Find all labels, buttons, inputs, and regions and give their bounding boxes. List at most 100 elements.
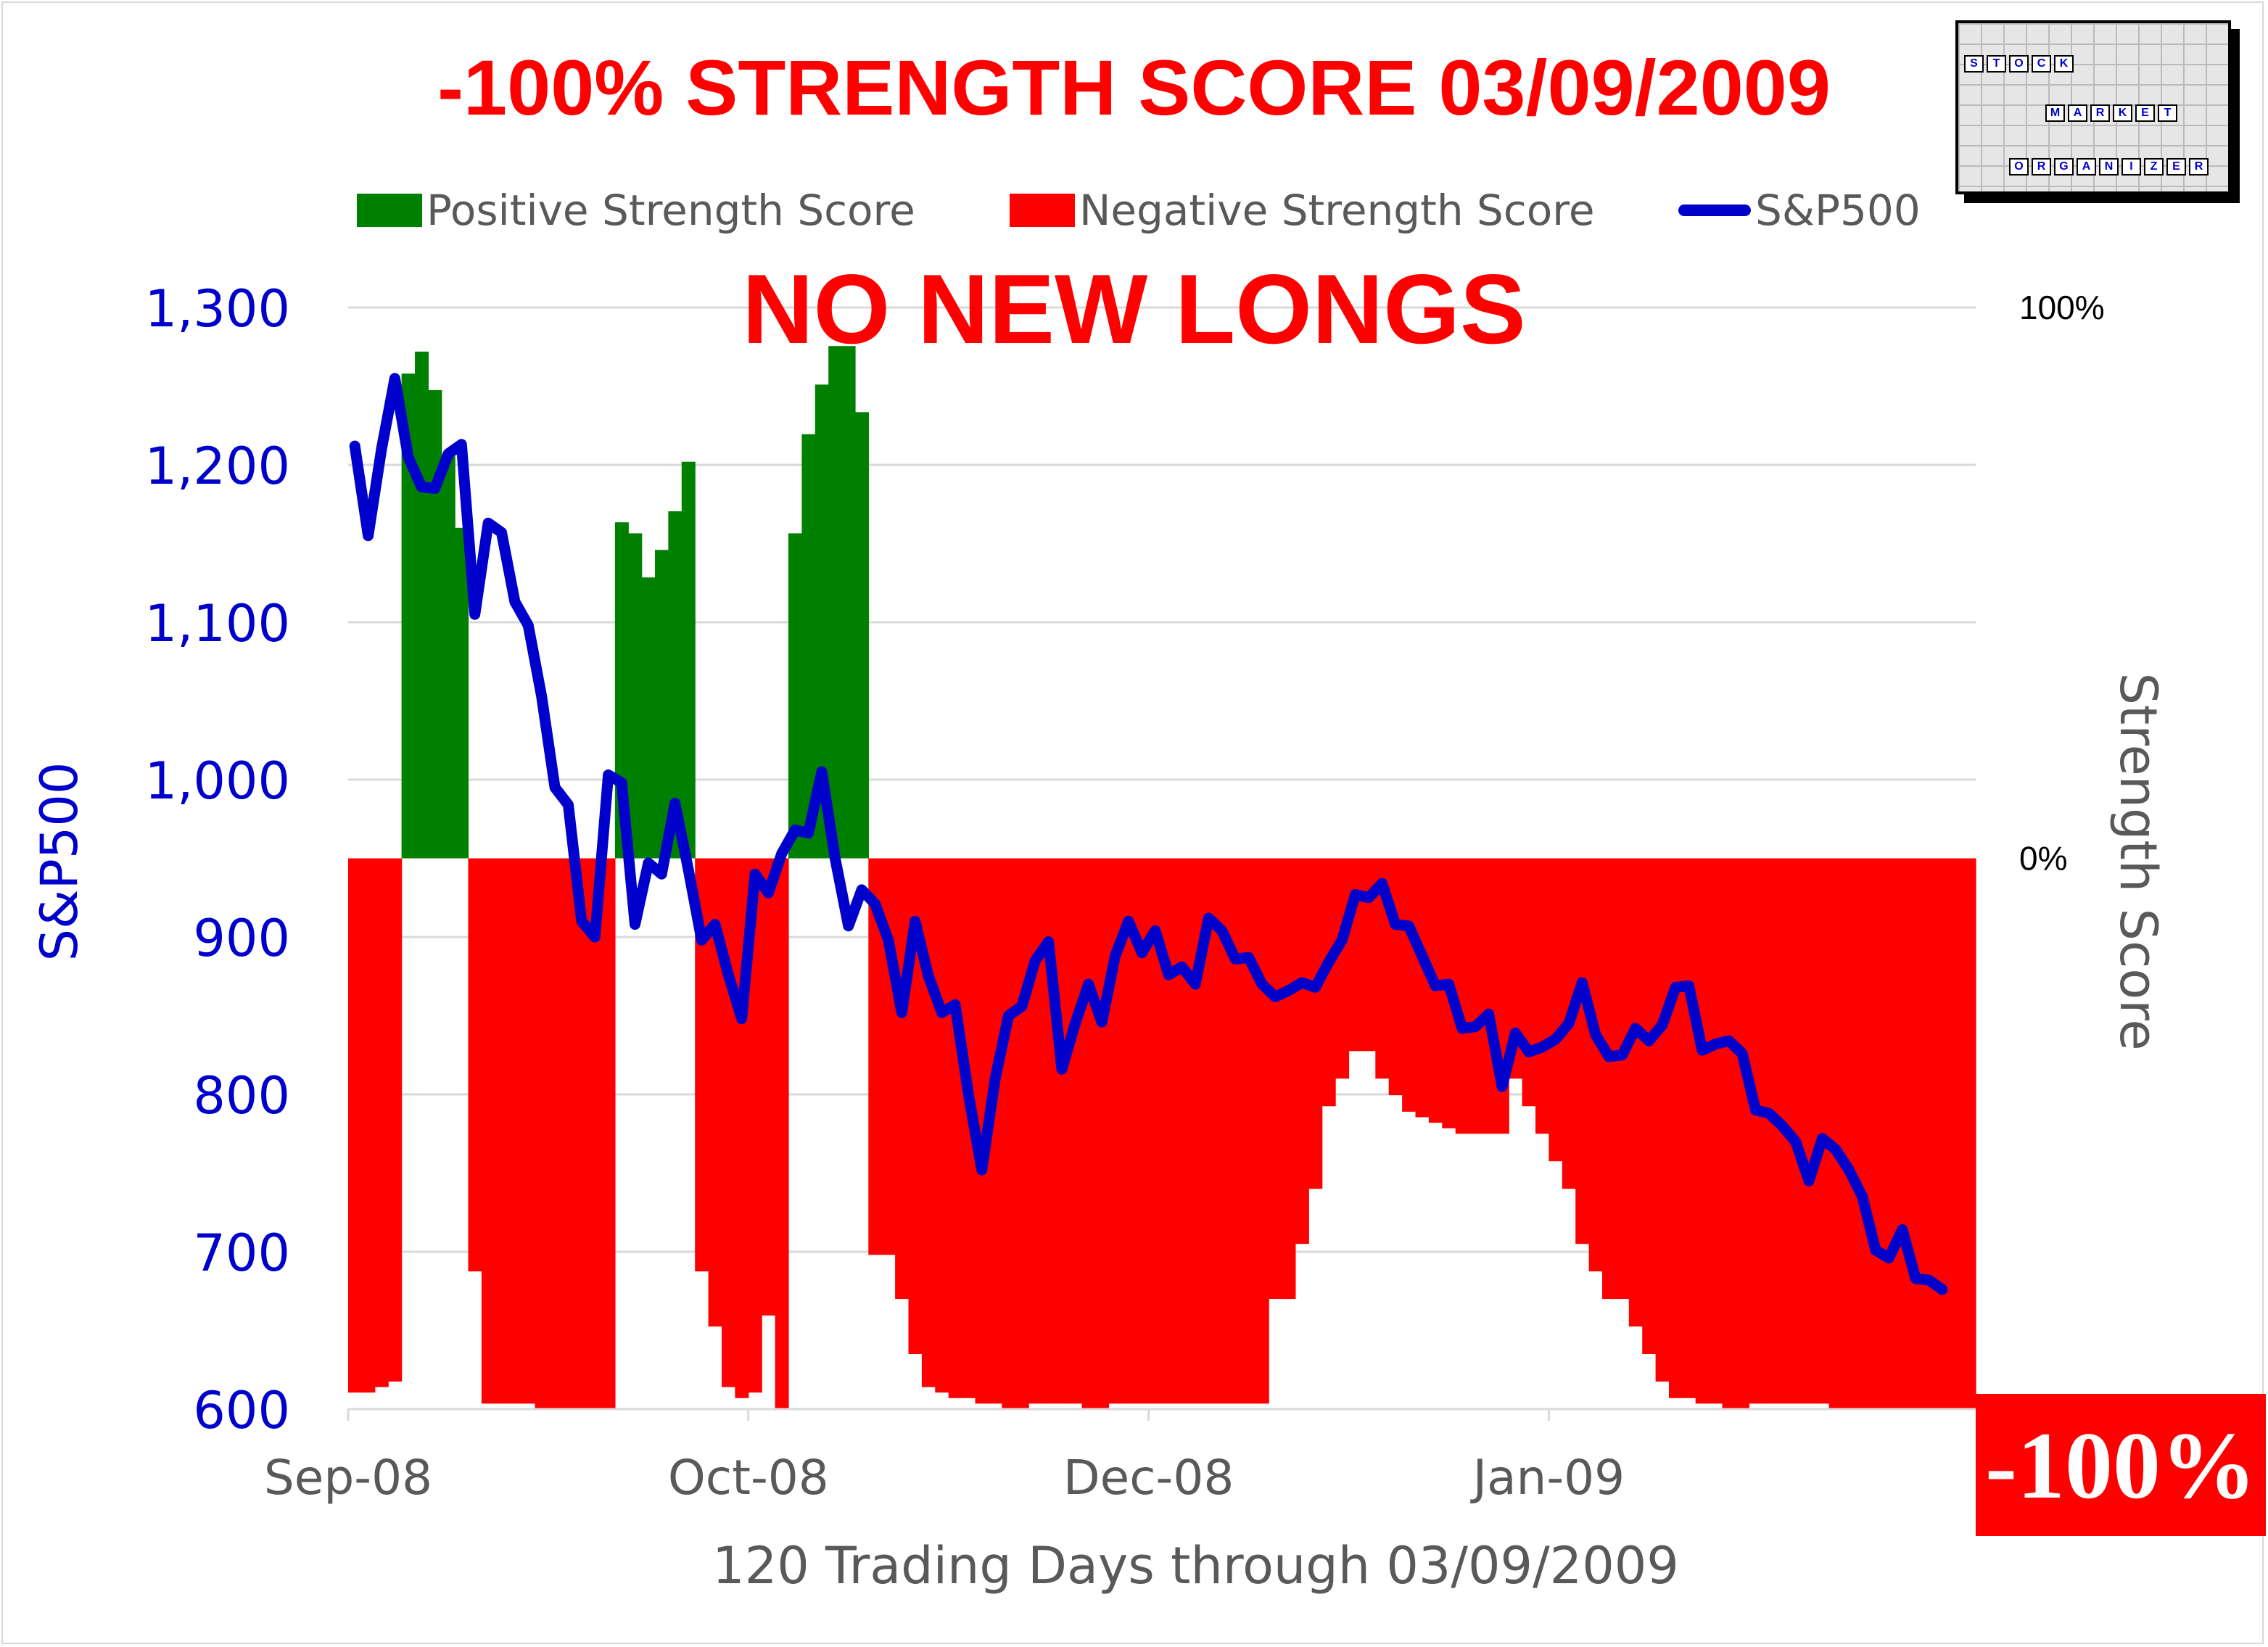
- negative-bar: [535, 858, 549, 1409]
- negative-bar: [1028, 858, 1043, 1404]
- negative-bar: [1335, 858, 1350, 1079]
- negative-bar: [548, 858, 562, 1409]
- negative-bar: [601, 858, 616, 1409]
- logo-letter: E: [2135, 104, 2155, 122]
- negative-bar: [1015, 858, 1029, 1409]
- legend-negative-swatch: [1010, 194, 1075, 227]
- logo-letter: I: [2121, 158, 2141, 176]
- left-tick-label: 900: [193, 909, 290, 968]
- negative-bar: [1215, 858, 1229, 1404]
- right-tick-label: 100%: [2019, 289, 2105, 326]
- negative-bar: [1642, 858, 1657, 1354]
- negative-bar: [521, 858, 536, 1404]
- logo-letter: N: [2099, 158, 2119, 176]
- logo-letter: G: [2054, 158, 2074, 176]
- negative-bar: [1495, 858, 1509, 1134]
- right-tick-label: 0%: [2019, 840, 2067, 878]
- negative-bar: [1868, 858, 1883, 1409]
- left-tick-label: 600: [193, 1381, 290, 1440]
- legend-positive: Positive Strength Score: [357, 181, 915, 239]
- negative-bar: [962, 858, 976, 1398]
- positive-bar: [628, 533, 643, 859]
- legend-positive-swatch: [357, 194, 422, 227]
- left-axis-title: S&P500: [30, 761, 89, 962]
- negative-bar: [1229, 858, 1242, 1404]
- negative-bar: [1749, 858, 1763, 1404]
- negative-bar: [1682, 858, 1696, 1398]
- right-axis-title: Strength Score: [2108, 672, 2168, 1051]
- negative-bar: [988, 858, 1002, 1404]
- score-badge: -100%: [1976, 1394, 2266, 1536]
- negative-bar: [348, 858, 362, 1393]
- negative-bar: [1842, 858, 1857, 1409]
- negative-bar: [1255, 858, 1269, 1404]
- negative-bar: [1202, 858, 1216, 1404]
- left-tick-label: 700: [193, 1223, 290, 1283]
- logo-letter: K: [2054, 55, 2074, 73]
- negative-bar: [1602, 858, 1616, 1300]
- positive-bar: [841, 346, 856, 859]
- negative-bar: [775, 858, 789, 1409]
- negative-bar: [1735, 858, 1749, 1409]
- negative-bar: [1669, 858, 1683, 1398]
- negative-bar: [508, 858, 522, 1404]
- negative-bar: [1415, 858, 1430, 1118]
- positive-bar: [668, 511, 683, 859]
- positive-bar: [801, 434, 816, 859]
- negative-bar: [361, 858, 376, 1393]
- positive-bar: [788, 533, 802, 859]
- negative-bar: [468, 858, 482, 1272]
- negative-bar: [1588, 858, 1603, 1272]
- left-tick-label: 1,000: [145, 751, 290, 811]
- negative-bar: [1375, 858, 1390, 1079]
- sp500-line: [349, 373, 1948, 1295]
- negative-bar: [495, 858, 509, 1404]
- negative-bar: [895, 858, 910, 1300]
- negative-bar: [1815, 858, 1830, 1404]
- strength-bars: [348, 346, 1976, 1409]
- logo-letter: C: [2032, 55, 2051, 73]
- negative-bar: [1055, 858, 1069, 1404]
- chart-title: -100% STRENGTH SCORE 03/09/2009: [437, 44, 1831, 131]
- negative-bar: [1148, 858, 1163, 1404]
- left-tick-label: 800: [193, 1066, 290, 1126]
- legend-sp500: S&P500: [1678, 181, 1921, 239]
- negative-bar: [1789, 858, 1803, 1404]
- negative-bar: [1242, 858, 1256, 1404]
- negative-bar: [1882, 858, 1897, 1409]
- negative-bar: [1962, 858, 1976, 1409]
- negative-bar: [1549, 858, 1563, 1162]
- negative-bar: [1282, 858, 1296, 1300]
- negative-bar: [1482, 858, 1496, 1134]
- logo-letter: T: [2158, 104, 2177, 122]
- x-axis-title: 120 Trading Days through 03/09/2009: [712, 1536, 1679, 1596]
- x-tick-label: Oct-08: [668, 1450, 829, 1506]
- negative-bar: [1709, 858, 1723, 1404]
- negative-bar: [1068, 858, 1083, 1404]
- negative-bar: [1949, 858, 1963, 1409]
- negative-bar: [588, 858, 603, 1409]
- negative-bar: [1509, 858, 1523, 1079]
- negative-bar: [1909, 858, 1923, 1409]
- negative-bar: [1802, 858, 1816, 1404]
- negative-bar: [1295, 858, 1309, 1244]
- negative-bar: [695, 858, 709, 1272]
- negative-bar: [1175, 858, 1189, 1404]
- x-tick-label: Jan-09: [1470, 1450, 1625, 1506]
- negative-bar: [1402, 858, 1417, 1112]
- negative-bar: [1522, 858, 1536, 1107]
- negative-bar: [868, 858, 883, 1255]
- logo-letter: Z: [2144, 158, 2164, 176]
- legend-sp500-swatch: [1678, 205, 1751, 216]
- left-tick-label: 1,300: [145, 279, 290, 339]
- negative-bar: [1722, 858, 1736, 1409]
- negative-bar: [1855, 858, 1870, 1409]
- logo-letter: R: [2189, 158, 2209, 176]
- negative-bar: [1655, 858, 1670, 1382]
- negative-bar: [574, 858, 589, 1409]
- negative-bar: [748, 858, 762, 1393]
- logo-letter: A: [2068, 104, 2087, 122]
